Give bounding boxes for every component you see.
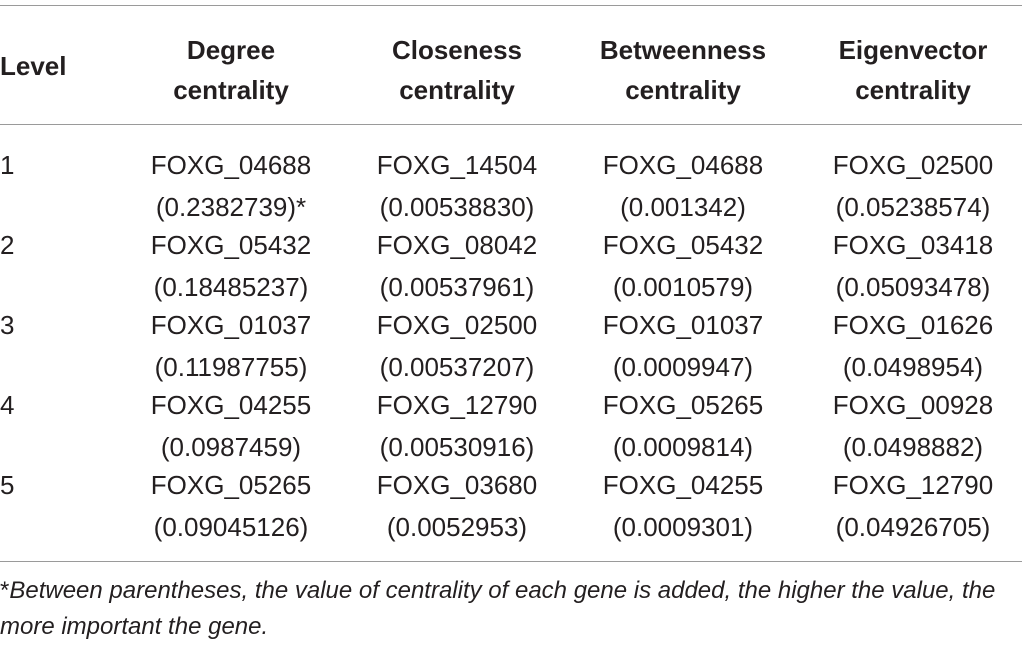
row-4-degree-cell: FOXG_04255 (0.0987459) [130, 384, 332, 468]
row-5-closeness-gene: FOXG_03680 [376, 470, 538, 500]
row-1-betweenness-cell: FOXG_04688 (0.001342) [582, 144, 784, 228]
row-4-degree-gene: FOXG_04255 [150, 390, 312, 420]
row-4-level: 4 [0, 390, 15, 420]
row-1-degree-value: (0.2382739)* [155, 192, 307, 222]
footnote-asterisk: * [0, 577, 10, 604]
row-4-eigenvector-cell: FOXG_00928 (0.0498882) [812, 384, 1014, 468]
row-4-eigenvector-gene: FOXG_00928 [832, 390, 994, 420]
row-5-level: 5 [0, 470, 15, 500]
row-5-betweenness-gene: FOXG_04255 [602, 470, 764, 500]
table-top-rule [0, 5, 1022, 6]
table-bottom-rule [0, 561, 1022, 562]
row-3-eigenvector-cell: FOXG_01626 (0.0498954) [812, 304, 1014, 388]
row-3-closeness-value: (0.00537207) [379, 352, 535, 382]
row-2-betweenness-value: (0.0010579) [612, 272, 754, 302]
row-5-betweenness-cell: FOXG_04255 (0.0009301) [582, 464, 784, 548]
row-1-closeness-gene: FOXG_14504 [376, 150, 538, 180]
row-1-degree-cell: FOXG_04688 (0.2382739)* [130, 144, 332, 228]
row-1-eigenvector-gene: FOXG_02500 [832, 150, 994, 180]
row-2-closeness-gene: FOXG_08042 [376, 230, 538, 260]
row-5-degree-cell: FOXG_05265 (0.09045126) [130, 464, 332, 548]
row-5-eigenvector-gene: FOXG_12790 [832, 470, 994, 500]
row-5-closeness-value: (0.0052953) [386, 512, 528, 542]
header-betweenness-centrality: Betweenness centrality [582, 30, 784, 110]
header-degree-centrality: Degree centrality [130, 30, 332, 110]
header-degree-line1: Degree [186, 35, 276, 65]
header-closeness-centrality: Closeness centrality [356, 30, 558, 110]
row-1-eigenvector-value: (0.05238574) [835, 192, 991, 222]
row-4-degree-value: (0.0987459) [160, 432, 302, 462]
row-4-betweenness-cell: FOXG_05265 (0.0009814) [582, 384, 784, 468]
row-5-betweenness-value: (0.0009301) [612, 512, 754, 542]
row-3-closeness-gene: FOXG_02500 [376, 310, 538, 340]
header-eigenvector-line2: centrality [855, 75, 971, 105]
row-5-eigenvector-value: (0.04926705) [835, 512, 991, 542]
footnote-text: Between parentheses, the value of centra… [0, 577, 996, 640]
header-betweenness-line1: Betweenness [599, 35, 767, 65]
header-divider-rule [0, 124, 1022, 125]
row-4-closeness-cell: FOXG_12790 (0.00530916) [356, 384, 558, 468]
row-1-closeness-value: (0.00538830) [379, 192, 535, 222]
row-5-degree-value: (0.09045126) [153, 512, 309, 542]
row-1-level: 1 [0, 150, 15, 180]
row-2-betweenness-gene: FOXG_05432 [602, 230, 764, 260]
row-2-closeness-cell: FOXG_08042 (0.00537961) [356, 224, 558, 308]
row-3-degree-value: (0.11987755) [154, 352, 308, 382]
header-closeness-line1: Closeness [391, 35, 523, 65]
row-5-closeness-cell: FOXG_03680 (0.0052953) [356, 464, 558, 548]
row-3-degree-cell: FOXG_01037 (0.11987755) [130, 304, 332, 388]
row-3-betweenness-gene: FOXG_01037 [602, 310, 764, 340]
row-4-closeness-value: (0.00530916) [379, 432, 535, 462]
row-1-betweenness-value: (0.001342) [620, 192, 746, 222]
row-2-eigenvector-cell: FOXG_03418 (0.05093478) [812, 224, 1014, 308]
row-4-closeness-gene: FOXG_12790 [376, 390, 538, 420]
header-closeness-line2: centrality [399, 75, 515, 105]
row-3-betweenness-value: (0.0009947) [612, 352, 754, 382]
row-2-degree-cell: FOXG_05432 (0.18485237) [130, 224, 332, 308]
header-betweenness-line2: centrality [625, 75, 741, 105]
row-2-degree-gene: FOXG_05432 [150, 230, 312, 260]
row-3-degree-gene: FOXG_01037 [150, 310, 312, 340]
row-3-level: 3 [0, 310, 15, 340]
row-1-eigenvector-cell: FOXG_02500 (0.05238574) [812, 144, 1014, 228]
row-2-eigenvector-gene: FOXG_03418 [832, 230, 994, 260]
header-level: Level [0, 51, 67, 81]
row-3-closeness-cell: FOXG_02500 (0.00537207) [356, 304, 558, 388]
row-5-eigenvector-cell: FOXG_12790 (0.04926705) [812, 464, 1014, 548]
row-4-eigenvector-value: (0.0498882) [842, 432, 984, 462]
row-2-eigenvector-value: (0.05093478) [835, 272, 991, 302]
header-eigenvector-line1: Eigenvector [838, 35, 988, 65]
row-5-degree-gene: FOXG_05265 [150, 470, 312, 500]
row-1-closeness-cell: FOXG_14504 (0.00538830) [356, 144, 558, 228]
row-2-closeness-value: (0.00537961) [379, 272, 535, 302]
row-2-degree-value: (0.18485237) [153, 272, 309, 302]
row-2-level: 2 [0, 230, 15, 260]
table-footnote: *Between parentheses, the value of centr… [0, 573, 1010, 645]
row-1-degree-gene: FOXG_04688 [150, 150, 312, 180]
row-4-betweenness-value: (0.0009814) [612, 432, 754, 462]
row-2-betweenness-cell: FOXG_05432 (0.0010579) [582, 224, 784, 308]
row-1-betweenness-gene: FOXG_04688 [602, 150, 764, 180]
row-4-betweenness-gene: FOXG_05265 [602, 390, 764, 420]
header-eigenvector-centrality: Eigenvector centrality [812, 30, 1014, 110]
row-3-betweenness-cell: FOXG_01037 (0.0009947) [582, 304, 784, 388]
row-3-eigenvector-gene: FOXG_01626 [832, 310, 994, 340]
row-3-eigenvector-value: (0.0498954) [842, 352, 984, 382]
header-degree-line2: centrality [173, 75, 289, 105]
